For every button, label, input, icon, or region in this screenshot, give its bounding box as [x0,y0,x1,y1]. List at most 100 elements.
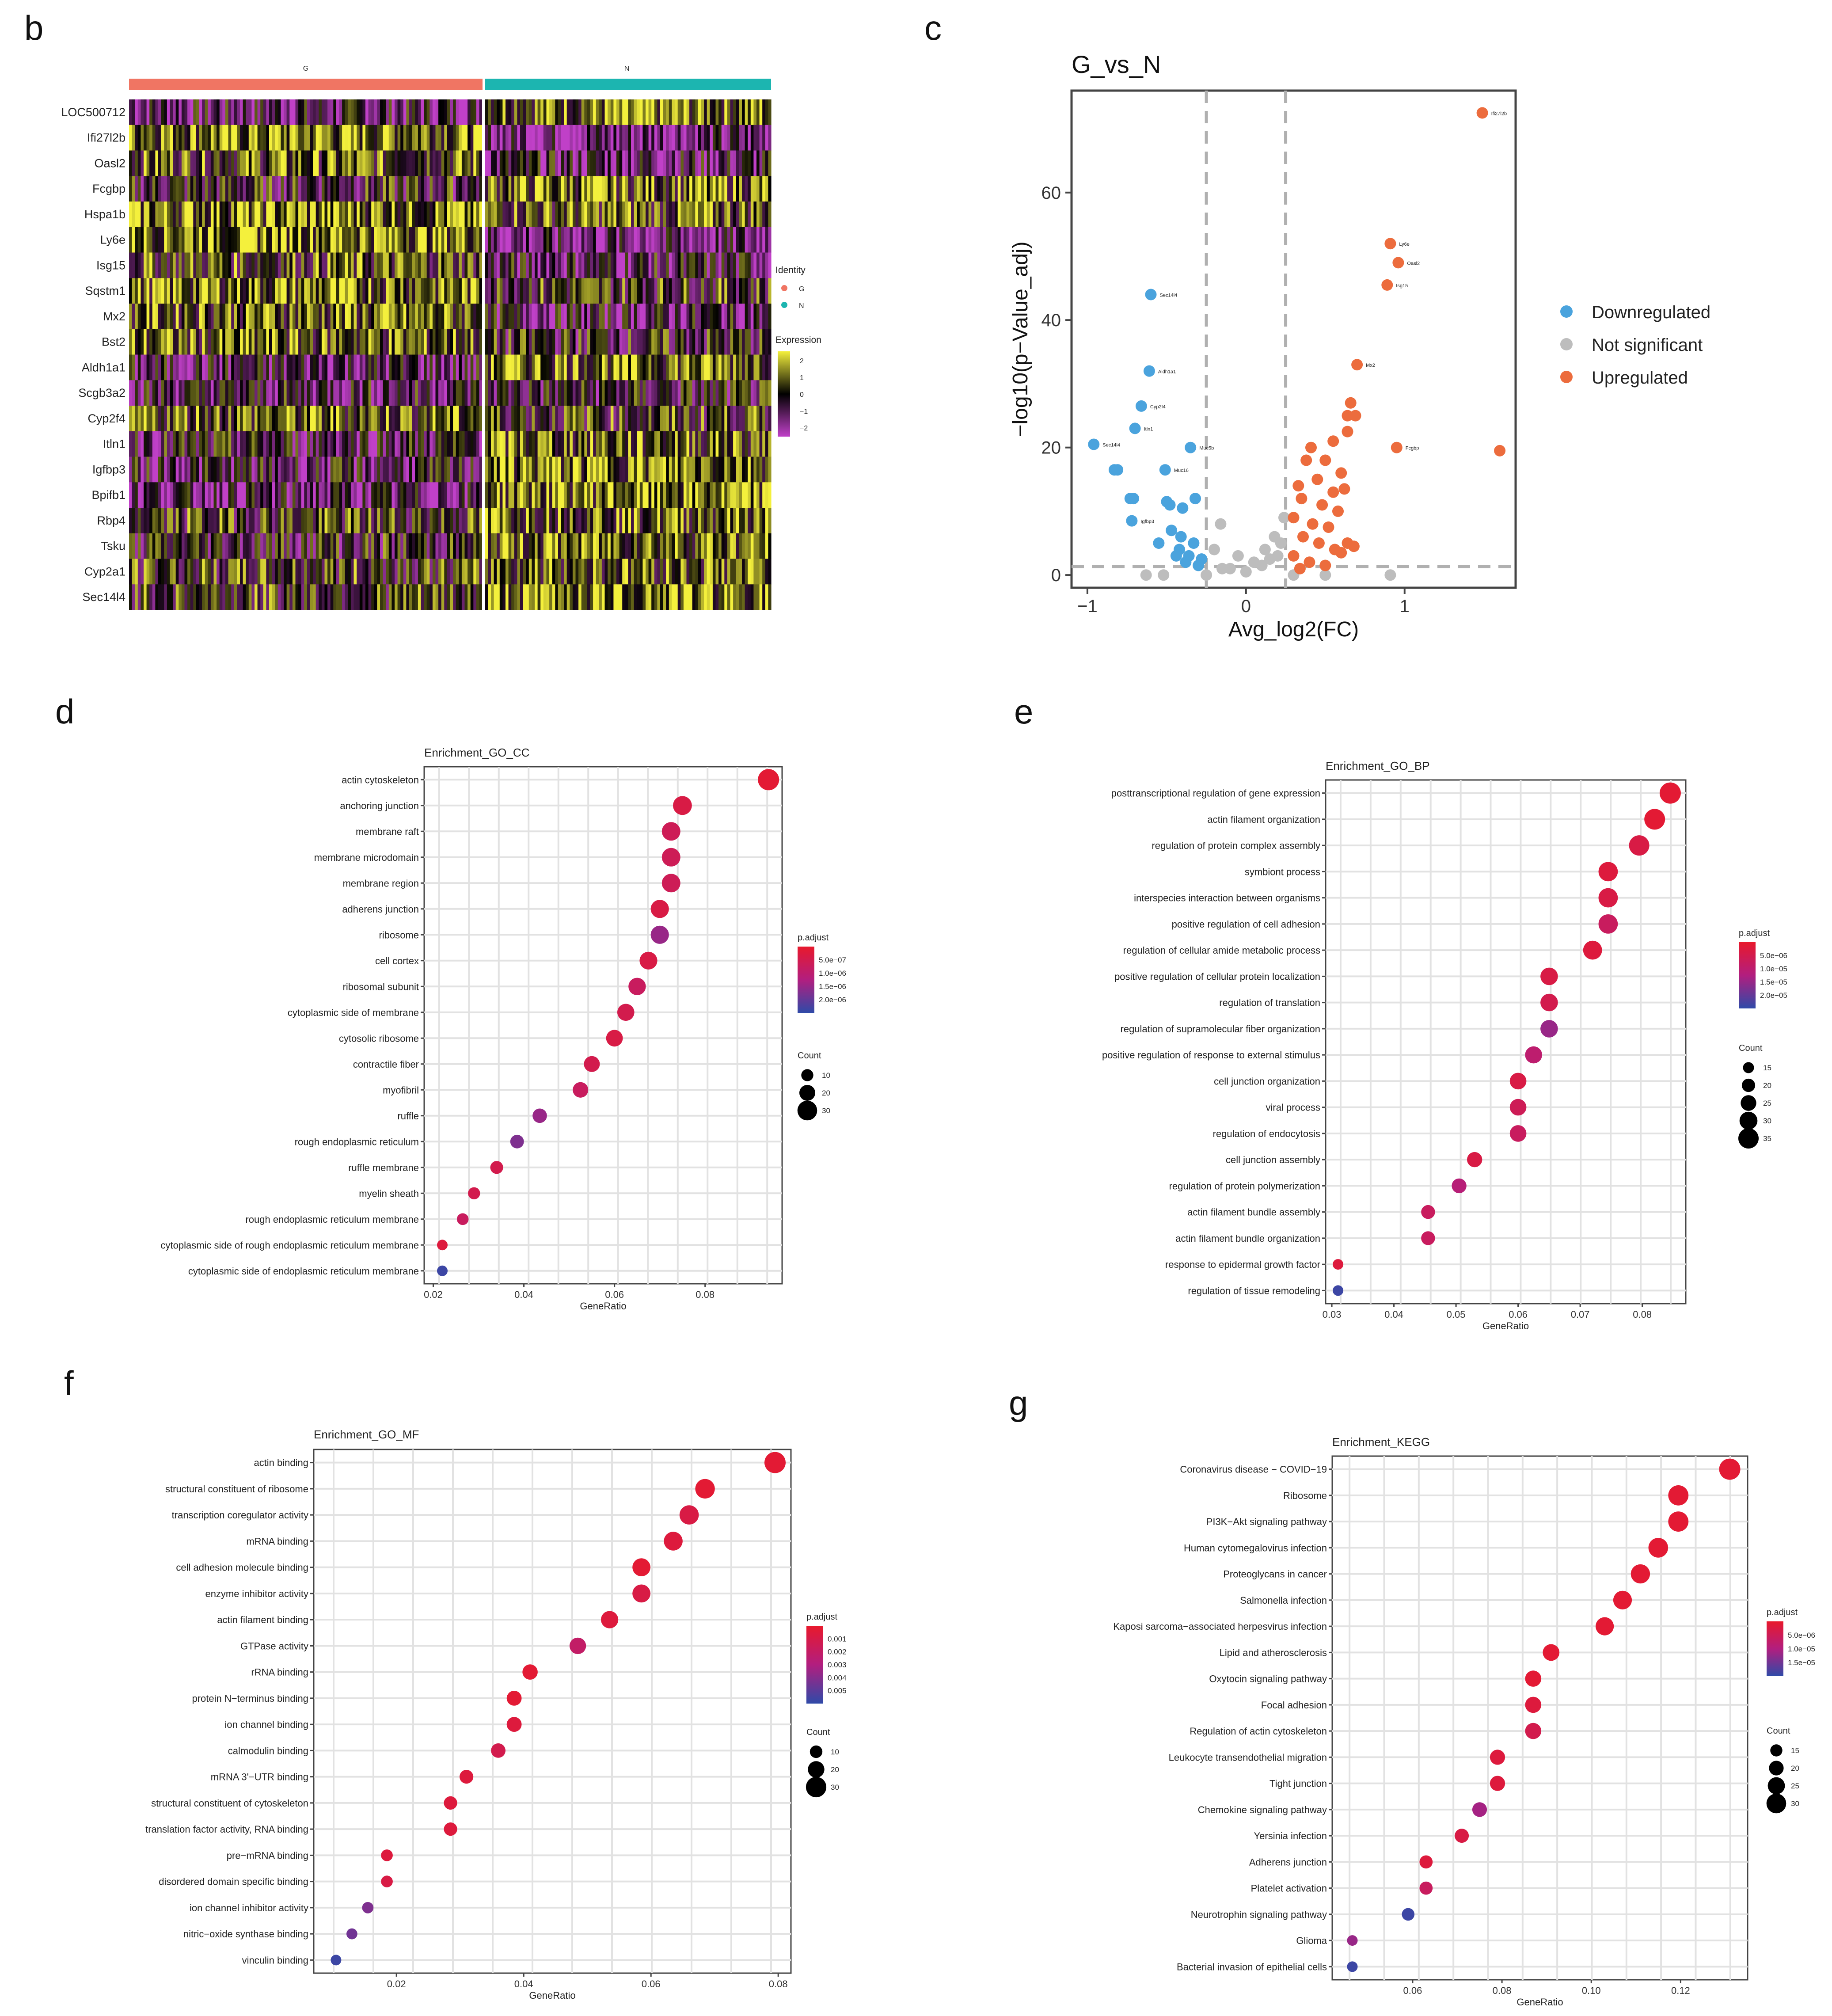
heatmap-cell [482,227,486,253]
term-label: Human cytomegalovirus infection [1184,1542,1327,1553]
heatmap-cell [161,304,164,330]
heatmap-cell [604,176,608,202]
heatmap-cell [675,431,678,457]
heatmap-cell [243,406,246,432]
heatmap-cell [152,559,156,585]
heatmap-cell [228,380,232,406]
heatmap-cell [426,406,430,432]
heatmap-cell [634,329,637,355]
heatmap-cell [566,380,570,406]
heatmap-cell [333,431,337,457]
heatmap-cell [759,99,763,126]
heatmap-cell [222,150,226,176]
heatmap-cell [368,202,372,228]
count-tick-label: 20 [822,1089,830,1097]
heatmap-cell [634,252,637,278]
heatmap-cell [213,431,217,457]
heatmap-cell [243,176,246,202]
heatmap-cell [470,406,474,432]
heatmap-cell [260,456,264,483]
heatmap-cell [333,176,337,202]
heatmap-cell [217,533,220,559]
enrichment-dot [1421,1231,1435,1245]
heatmap-cell [561,380,564,406]
heatmap-cell [333,150,337,176]
heatmap-cell [473,329,477,355]
heatmap-cell [566,227,570,253]
heatmap-cell [167,584,171,610]
heatmap-cell [444,533,448,559]
heatmap-cell [135,431,138,457]
heatmap-cell [391,533,395,559]
heatmap-cell [502,125,506,151]
enrichment-dot [1540,1020,1558,1038]
heatmap-cell [441,202,445,228]
heatmap-cell [535,431,538,457]
term-label: ion channel inhibitor activity [190,1902,308,1913]
heatmap-cell [646,431,649,457]
enrichment-dot [1509,1099,1527,1116]
heatmap-cell [444,508,448,534]
heatmap-cell [289,431,293,457]
heatmap-cell [371,202,375,228]
heatmap-cell [750,354,754,380]
heatmap-cell [184,533,188,559]
gene-label: Rbp4 [97,514,125,527]
heatmap-cell [199,150,202,176]
heatmap-cell [196,508,200,534]
heatmap-cell [146,278,150,304]
heatmap-cell [421,278,424,304]
heatmap-cell [680,584,684,610]
heatmap-cell [666,508,669,534]
heatmap-cell [386,99,389,126]
heatmap-cell [704,456,707,483]
heatmap-cell [263,431,266,457]
heatmap-cell [161,406,164,432]
heatmap-cell [330,380,334,406]
heatmap-cell [721,329,725,355]
heatmap-cell [210,176,214,202]
heatmap-cell [228,227,232,253]
heatmap-cell [497,482,500,508]
heatmap-cell [721,227,725,253]
heatmap-cell [222,559,226,585]
heatmap-cell [304,227,308,253]
heatmap-cell [549,150,553,176]
heatmap-cell [187,380,191,406]
heatmap-cell [342,406,346,432]
heatmap-cell [590,508,593,534]
heatmap-cell [359,584,363,610]
heatmap-cell [745,252,748,278]
heatmap-cell [648,176,652,202]
heatmap-cell [415,431,418,457]
heatmap-cell [286,406,290,432]
heatmap-cell [701,329,704,355]
heatmap-cell [523,354,526,380]
heatmap-cell [286,380,290,406]
heatmap-cell [733,278,737,304]
heatmap-cell [196,150,200,176]
heatmap-cell [164,508,167,534]
heatmap-cell [292,176,296,202]
heatmap-cell [225,329,229,355]
heatmap-cell [549,252,553,278]
heatmap-cell [187,584,191,610]
heatmap-cell [610,456,614,483]
heatmap-cell [724,150,728,176]
volcano-point [1240,566,1252,578]
heatmap-cell [406,278,410,304]
heatmap-cell [546,176,550,202]
heatmap-cell [362,380,366,406]
heatmap-cell [161,227,164,253]
heatmap-cell [672,227,675,253]
heatmap-cell [359,354,363,380]
heatmap-cell [526,533,529,559]
heatmap-cell [179,176,182,202]
heatmap-cell [736,227,739,253]
heatmap-cell [167,227,171,253]
enrichment-dot [522,1664,538,1680]
heatmap-cell [255,354,258,380]
heatmap-cell [459,329,462,355]
heatmap-cell [739,329,742,355]
heatmap-cell [698,584,702,610]
